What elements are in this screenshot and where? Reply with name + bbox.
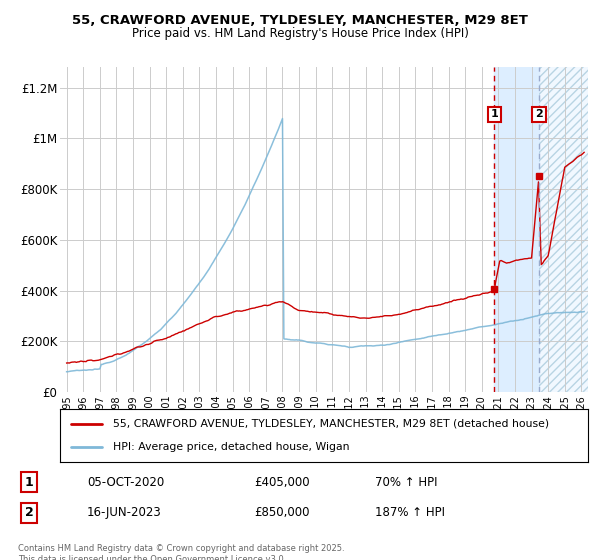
Text: Contains HM Land Registry data © Crown copyright and database right 2025.
This d: Contains HM Land Registry data © Crown c… — [18, 544, 344, 560]
Text: 2: 2 — [25, 506, 34, 520]
Text: 55, CRAWFORD AVENUE, TYLDESLEY, MANCHESTER, M29 8ET (detached house): 55, CRAWFORD AVENUE, TYLDESLEY, MANCHEST… — [113, 419, 549, 429]
Text: 16-JUN-2023: 16-JUN-2023 — [87, 506, 161, 520]
Text: 1: 1 — [490, 109, 498, 119]
Text: 1: 1 — [25, 475, 34, 489]
Text: 2: 2 — [535, 109, 543, 119]
Text: £405,000: £405,000 — [254, 475, 310, 489]
Text: Price paid vs. HM Land Registry's House Price Index (HPI): Price paid vs. HM Land Registry's House … — [131, 27, 469, 40]
Text: 05-OCT-2020: 05-OCT-2020 — [87, 475, 164, 489]
Bar — [539, 67, 600, 392]
Bar — [494, 67, 539, 392]
Text: 70% ↑ HPI: 70% ↑ HPI — [375, 475, 437, 489]
Text: 55, CRAWFORD AVENUE, TYLDESLEY, MANCHESTER, M29 8ET: 55, CRAWFORD AVENUE, TYLDESLEY, MANCHEST… — [72, 14, 528, 27]
Text: HPI: Average price, detached house, Wigan: HPI: Average price, detached house, Wiga… — [113, 442, 349, 452]
Bar — [539, 67, 600, 392]
Text: £850,000: £850,000 — [254, 506, 310, 520]
Text: 187% ↑ HPI: 187% ↑ HPI — [375, 506, 445, 520]
